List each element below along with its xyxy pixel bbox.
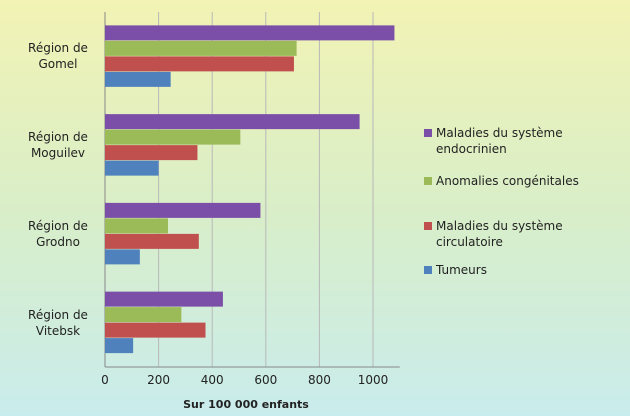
legend-swatch — [424, 266, 432, 274]
bar — [105, 249, 140, 265]
legend-swatch — [424, 222, 432, 230]
legend-swatch — [424, 129, 432, 137]
x-tick-label: 200 — [147, 373, 170, 387]
y-tick-label: Région de Gomel — [28, 41, 88, 72]
legend-label: Maladies du système endocrinien — [436, 126, 563, 156]
x-tick-label: 400 — [201, 373, 224, 387]
bar — [105, 291, 223, 307]
bar — [105, 145, 198, 161]
bar — [105, 56, 294, 72]
bar — [105, 202, 261, 218]
bar — [105, 114, 360, 130]
bar — [105, 307, 182, 323]
legend-label: Anomalies congénitales — [436, 174, 579, 188]
x-tick-label: 800 — [308, 373, 331, 387]
bar — [105, 218, 168, 234]
y-tick-label: Région de Grodno — [28, 218, 88, 249]
bar — [105, 40, 297, 56]
bar — [105, 322, 206, 338]
bar — [105, 71, 171, 87]
legend-swatch — [424, 177, 432, 185]
x-tick-label: 0 — [101, 373, 109, 387]
bar — [105, 233, 199, 249]
x-tick-label: 600 — [254, 373, 277, 387]
x-tick-label: 1000 — [358, 373, 389, 387]
y-tick-label: Région de Vitebsk — [28, 307, 88, 338]
bar — [105, 338, 134, 354]
x-axis-label: Sur 100 000 enfants — [183, 398, 309, 411]
bar — [105, 25, 395, 41]
bar — [105, 129, 241, 145]
bar — [105, 160, 159, 176]
legend-label: Maladies du système circulatoire — [436, 219, 563, 249]
legend-label: Tumeurs — [436, 263, 487, 277]
y-tick-label: Région de Moguilev — [28, 130, 88, 161]
